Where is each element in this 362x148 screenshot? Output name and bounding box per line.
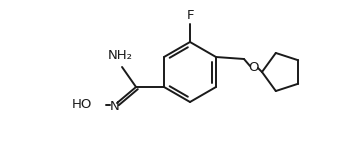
Text: N: N [110, 99, 120, 112]
Text: O: O [249, 61, 259, 74]
Text: HO: HO [72, 99, 92, 111]
Text: NH₂: NH₂ [108, 49, 132, 62]
Text: F: F [186, 9, 194, 22]
